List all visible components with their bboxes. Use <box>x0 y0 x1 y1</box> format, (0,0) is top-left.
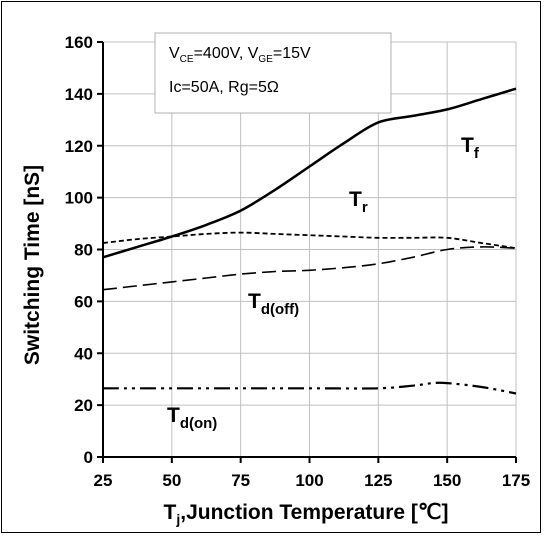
x-axis-label-main: T <box>164 501 177 524</box>
y-tick-label: 40 <box>74 344 93 363</box>
x-tick-label: 175 <box>502 471 530 490</box>
x-axis-label: Tj,Junction Temperature [℃] <box>164 501 449 527</box>
conditions-box: VCE=400V, VGE=15V Ic=50A, Rg=5Ω <box>154 32 392 114</box>
series-label-tdon: Td(on) <box>167 404 217 432</box>
y-tick-label: 160 <box>65 33 93 52</box>
y-axis-label: Switching Time [nS] <box>21 165 44 365</box>
y-tick-label: 0 <box>84 448 93 467</box>
y-tick-label: 120 <box>65 137 93 156</box>
series-label-tdoff: Td(off) <box>248 290 299 318</box>
cond-sub-ge: GE <box>258 54 273 65</box>
x-axis-label-sub: j <box>175 511 180 527</box>
series-label-tdon-main: T <box>167 404 180 427</box>
x-axis-label-close: ] <box>441 501 448 524</box>
x-axis-label-unit: ℃ <box>418 501 442 524</box>
series-label-tf-sub: f <box>474 145 480 162</box>
series-label-tdoff-main: T <box>248 290 261 313</box>
series-line-tr <box>102 231 517 250</box>
series-label-tdon-sub: d(on) <box>180 415 217 432</box>
y-tick-label: 80 <box>74 241 93 260</box>
series-label-tr-sub: r <box>362 199 368 216</box>
y-tick-label: 60 <box>74 292 93 311</box>
series-label-tr-main: T <box>349 188 362 211</box>
series-label-tf: Tf <box>461 134 480 162</box>
cond-v1: V <box>169 45 180 62</box>
series-label-tdoff-sub: d(off) <box>261 301 299 318</box>
y-tick-label: 140 <box>65 85 93 104</box>
conditions-line-1: VCE=400V, VGE=15V <box>169 45 311 65</box>
x-tick-label: 25 <box>94 471 113 490</box>
series-label-tf-main: T <box>461 134 474 157</box>
tick-labels: 25 50 75 100 125 150 175 0 20 40 60 80 100 120 140 160 <box>65 33 531 490</box>
series-lines <box>102 87 517 395</box>
series-line-tdon <box>103 381 517 395</box>
conditions-box-border <box>154 32 392 114</box>
cond-sub-ce: CE <box>180 54 194 65</box>
series-line-tf <box>102 87 517 259</box>
y-tick-label: 100 <box>65 189 93 208</box>
x-tick-label: 50 <box>162 471 181 490</box>
x-tick-label: 100 <box>295 471 323 490</box>
conditions-line-2: Ic=50A, Rg=5Ω <box>169 79 279 96</box>
y-tick-label: 20 <box>74 396 93 415</box>
x-axis-label-rest: ,Junction Temperature [ <box>180 501 418 524</box>
cond-v3: =15V <box>273 45 311 62</box>
cond-v2: =400V, V <box>194 45 259 62</box>
axes <box>97 41 517 463</box>
x-tick-label: 150 <box>433 471 461 490</box>
series-label-tr: Tr <box>349 188 368 216</box>
series-line-tdoff <box>102 246 517 291</box>
x-tick-label: 75 <box>231 471 250 490</box>
x-tick-label: 125 <box>364 471 392 490</box>
